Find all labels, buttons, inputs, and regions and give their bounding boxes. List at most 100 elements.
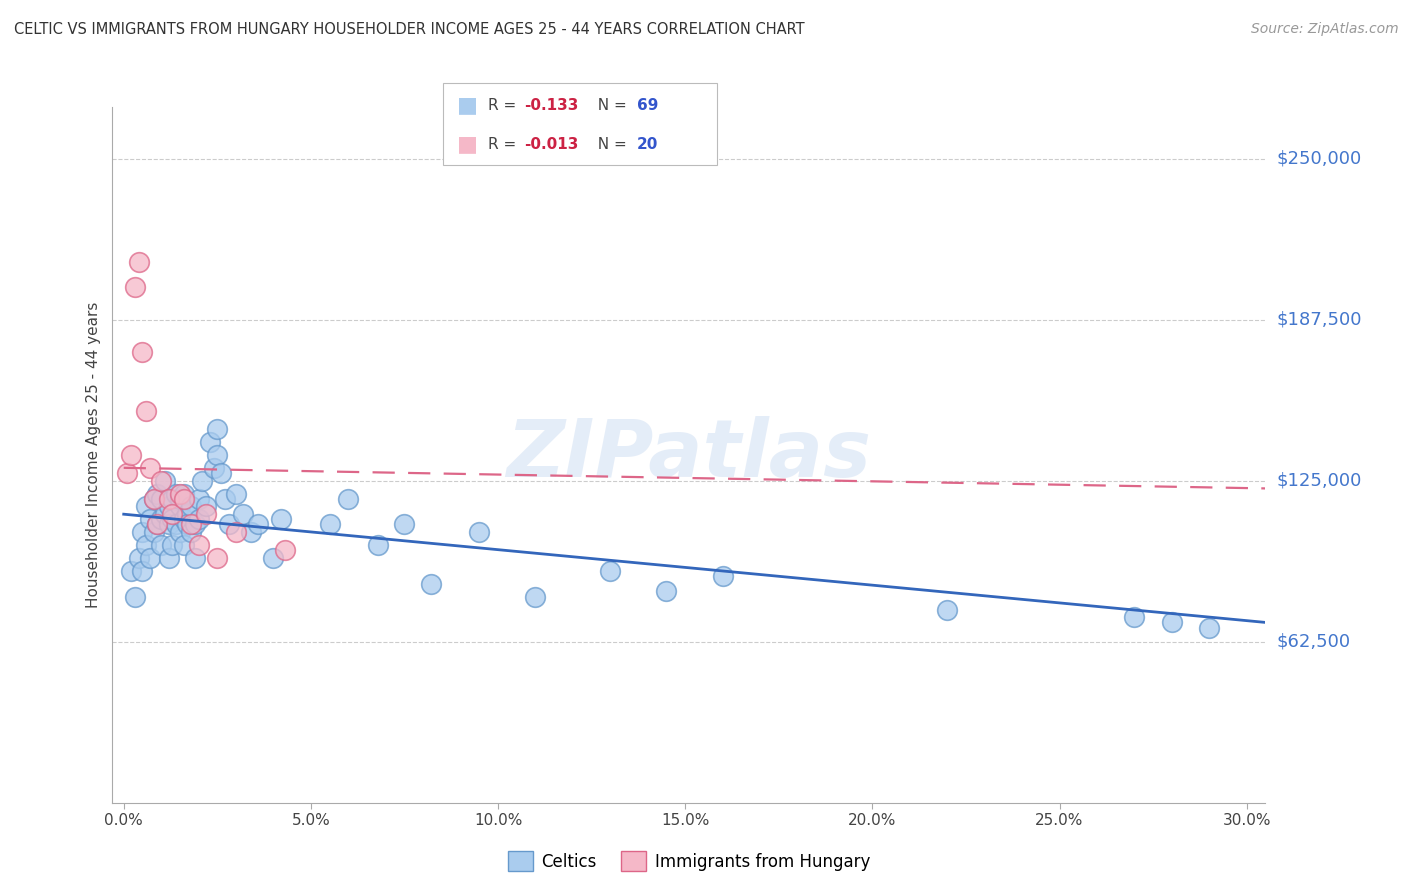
Point (139, 460, 162, 475)
Point (124, 280, 146, 294)
Point (337, 491, 360, 506)
Point (270, 512, 292, 526)
Point (191, 474, 214, 488)
Point (169, 500, 191, 514)
Point (176, 517, 198, 532)
Point (169, 486, 191, 500)
Point (162, 507, 184, 521)
Point (131, 564, 153, 578)
Text: $187,500: $187,500 (1277, 310, 1362, 328)
Point (117, 466, 139, 480)
Point (135, 404, 157, 418)
Point (176, 507, 198, 521)
Point (135, 500, 157, 514)
Point (655, 584, 678, 599)
Point (135, 538, 157, 552)
Point (225, 525, 247, 540)
Text: CELTIC VS IMMIGRANTS FROM HUNGARY HOUSEHOLDER INCOME AGES 25 - 44 YEARS CORRELAT: CELTIC VS IMMIGRANTS FROM HUNGARY HOUSEH… (14, 22, 804, 37)
Point (173, 486, 195, 500)
Point (225, 486, 247, 500)
Point (207, 448, 229, 462)
Point (214, 491, 236, 506)
Point (1123, 610, 1146, 624)
Point (187, 538, 209, 552)
Point (162, 491, 184, 506)
Text: ■: ■ (457, 95, 478, 115)
Point (165, 486, 187, 500)
Point (202, 460, 225, 475)
Point (142, 491, 165, 506)
Point (153, 507, 176, 521)
Point (394, 517, 416, 532)
Point (128, 551, 150, 566)
Point (524, 590, 547, 604)
Point (131, 525, 153, 540)
Point (318, 517, 340, 532)
Point (150, 538, 173, 552)
Point (180, 517, 202, 532)
Text: -0.133: -0.133 (524, 97, 579, 112)
Point (180, 525, 202, 540)
Point (142, 491, 165, 506)
Point (150, 474, 173, 488)
Point (162, 512, 184, 526)
Point (599, 564, 621, 578)
Point (1160, 615, 1182, 630)
Point (173, 538, 195, 552)
Text: R =: R = (488, 97, 522, 112)
Text: R =: R = (488, 137, 522, 152)
Point (173, 512, 195, 526)
Point (162, 538, 184, 552)
Point (169, 491, 191, 506)
Point (124, 590, 146, 604)
Point (180, 500, 202, 514)
Point (157, 517, 180, 532)
Point (195, 507, 218, 521)
Text: -0.013: -0.013 (524, 137, 579, 152)
Point (169, 525, 191, 540)
Point (165, 517, 187, 532)
Legend: Celtics, Immigrants from Hungary: Celtics, Immigrants from Hungary (501, 845, 877, 878)
Point (184, 551, 207, 566)
Text: 20: 20 (637, 137, 658, 152)
Point (184, 517, 207, 532)
Point (120, 448, 142, 462)
Point (120, 564, 142, 578)
Point (262, 551, 284, 566)
Point (146, 517, 169, 532)
Point (150, 512, 173, 526)
Point (711, 569, 734, 583)
Point (157, 491, 180, 506)
Point (139, 512, 162, 526)
Y-axis label: Householder Income Ages 25 - 44 years: Householder Income Ages 25 - 44 years (86, 301, 101, 608)
Point (142, 525, 165, 540)
Point (936, 602, 959, 616)
Point (150, 491, 173, 506)
Point (232, 507, 254, 521)
Point (207, 551, 229, 566)
Point (187, 491, 209, 506)
Point (247, 517, 270, 532)
Point (240, 525, 263, 540)
Point (153, 474, 176, 488)
Point (419, 576, 441, 591)
Point (1198, 621, 1220, 635)
Point (198, 435, 221, 450)
Text: 69: 69 (637, 97, 658, 112)
Point (128, 254, 150, 268)
Point (273, 543, 295, 558)
Point (131, 344, 153, 359)
Point (367, 538, 389, 552)
Text: $250,000: $250,000 (1277, 150, 1362, 168)
Text: N =: N = (588, 97, 631, 112)
Point (218, 517, 240, 532)
Point (195, 500, 218, 514)
Text: Source: ZipAtlas.com: Source: ZipAtlas.com (1251, 22, 1399, 37)
Point (146, 486, 169, 500)
Point (157, 551, 180, 566)
Point (139, 551, 162, 566)
Point (207, 422, 229, 436)
Point (157, 500, 180, 514)
Point (173, 491, 195, 506)
Text: N =: N = (588, 137, 631, 152)
